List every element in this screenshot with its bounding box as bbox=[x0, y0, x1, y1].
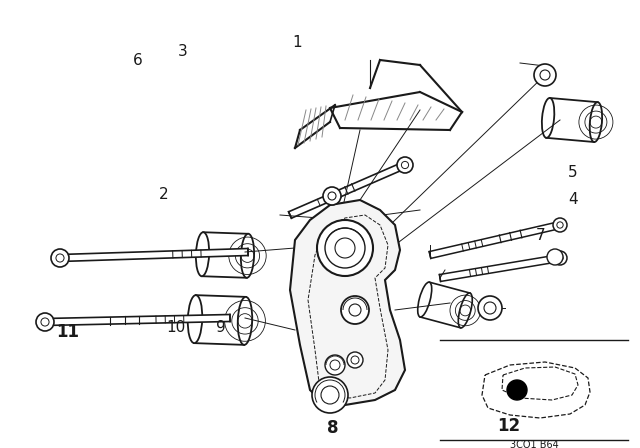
Polygon shape bbox=[429, 222, 561, 258]
Text: 7: 7 bbox=[536, 228, 546, 243]
Polygon shape bbox=[290, 200, 405, 405]
Polygon shape bbox=[45, 314, 230, 326]
Circle shape bbox=[484, 302, 496, 314]
Circle shape bbox=[478, 296, 502, 320]
Circle shape bbox=[553, 251, 567, 265]
Polygon shape bbox=[502, 367, 578, 400]
Polygon shape bbox=[440, 254, 561, 281]
Text: 8: 8 bbox=[327, 419, 339, 437]
Circle shape bbox=[547, 249, 563, 265]
Circle shape bbox=[553, 218, 567, 232]
Text: 3CO1 B64: 3CO1 B64 bbox=[509, 440, 558, 448]
Ellipse shape bbox=[458, 293, 472, 328]
Circle shape bbox=[401, 161, 408, 168]
Text: 6: 6 bbox=[132, 53, 143, 68]
Text: 9: 9 bbox=[216, 319, 226, 335]
Ellipse shape bbox=[188, 295, 202, 343]
Polygon shape bbox=[194, 295, 246, 345]
Text: 10: 10 bbox=[166, 319, 186, 335]
Text: 5: 5 bbox=[568, 165, 578, 180]
Circle shape bbox=[349, 304, 361, 316]
Circle shape bbox=[41, 318, 49, 326]
Circle shape bbox=[325, 355, 345, 375]
Ellipse shape bbox=[196, 232, 209, 276]
Text: 11: 11 bbox=[56, 323, 79, 340]
Circle shape bbox=[325, 228, 365, 268]
Text: 2: 2 bbox=[158, 187, 168, 202]
Circle shape bbox=[557, 222, 563, 228]
Text: 4: 4 bbox=[568, 192, 578, 207]
Ellipse shape bbox=[542, 98, 554, 138]
Circle shape bbox=[397, 157, 413, 173]
Text: 12: 12 bbox=[497, 417, 520, 435]
Circle shape bbox=[557, 255, 563, 261]
Text: 1: 1 bbox=[292, 35, 303, 50]
Polygon shape bbox=[482, 362, 590, 418]
Circle shape bbox=[507, 380, 527, 400]
Polygon shape bbox=[60, 249, 248, 262]
Circle shape bbox=[534, 64, 556, 86]
Circle shape bbox=[328, 192, 336, 200]
Ellipse shape bbox=[418, 282, 432, 317]
Circle shape bbox=[323, 187, 341, 205]
Circle shape bbox=[540, 70, 550, 80]
Circle shape bbox=[330, 360, 340, 370]
Circle shape bbox=[312, 377, 348, 413]
Polygon shape bbox=[420, 282, 470, 328]
Circle shape bbox=[317, 220, 373, 276]
Text: 3: 3 bbox=[177, 44, 188, 59]
Ellipse shape bbox=[241, 234, 254, 278]
Ellipse shape bbox=[589, 102, 602, 142]
Polygon shape bbox=[547, 98, 598, 142]
Polygon shape bbox=[289, 162, 406, 218]
Circle shape bbox=[351, 356, 359, 364]
Circle shape bbox=[347, 352, 363, 368]
Circle shape bbox=[335, 238, 355, 258]
Ellipse shape bbox=[237, 297, 252, 345]
Polygon shape bbox=[202, 232, 248, 278]
Circle shape bbox=[321, 386, 339, 404]
Circle shape bbox=[36, 313, 54, 331]
Circle shape bbox=[56, 254, 64, 262]
Circle shape bbox=[341, 296, 369, 324]
Circle shape bbox=[51, 249, 69, 267]
